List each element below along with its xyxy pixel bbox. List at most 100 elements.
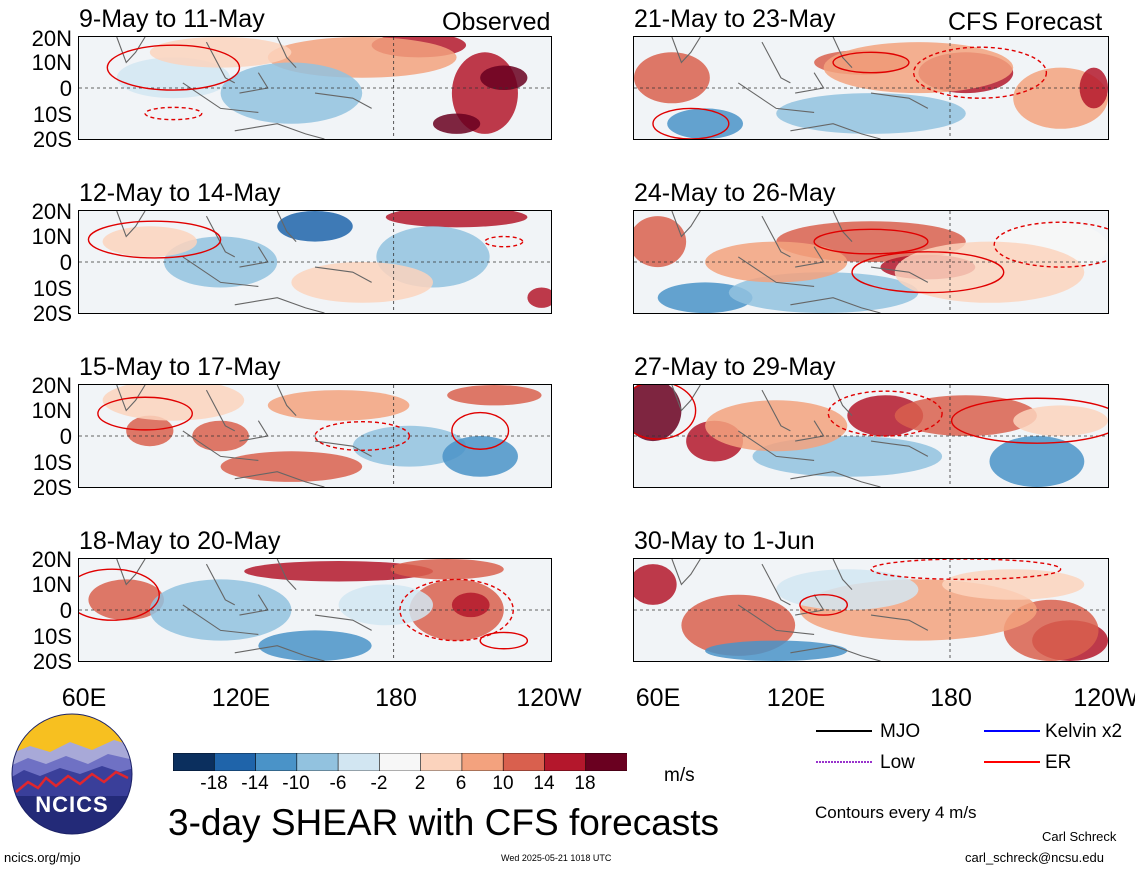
colorbar-swatch bbox=[255, 753, 298, 771]
panel-title: 27-May to 29-May bbox=[634, 353, 836, 381]
shear-anomaly-region bbox=[102, 226, 197, 257]
shear-anomaly-region bbox=[433, 113, 481, 134]
er-contour bbox=[451, 411, 510, 450]
shear-anomaly-region bbox=[390, 559, 504, 580]
er-contour bbox=[827, 390, 943, 437]
colorbar-tick-label: 2 bbox=[414, 773, 426, 794]
lat-label: 0 bbox=[59, 424, 72, 449]
map-panel-forecast-1 bbox=[633, 36, 1109, 140]
colorbar-tick-label: 14 bbox=[533, 773, 555, 794]
coastline bbox=[671, 385, 929, 487]
footer-email: carl_schreck@ncsu.edu bbox=[965, 850, 1104, 865]
colorbar-swatch bbox=[585, 753, 627, 771]
lon-label: 180 bbox=[375, 684, 417, 712]
lat-label: 10S bbox=[32, 624, 72, 649]
legend-line-er bbox=[984, 761, 1040, 763]
er-contour bbox=[993, 221, 1108, 268]
shear-anomaly-region bbox=[776, 569, 919, 610]
colorbar-swatch bbox=[337, 753, 381, 771]
shear-anomaly-region bbox=[277, 211, 353, 242]
panel-title: 9-May to 11-May bbox=[79, 5, 265, 33]
map-panel-forecast-4 bbox=[633, 558, 1109, 662]
shear-anomaly-region bbox=[705, 241, 848, 283]
er-contour bbox=[912, 46, 1048, 99]
lat-label: 10S bbox=[32, 450, 72, 475]
shear-anomaly-region bbox=[634, 385, 682, 442]
panel-title: 30-May to 1-Jun bbox=[634, 527, 815, 555]
legend-line-mjo bbox=[816, 730, 872, 732]
lon-label: 120E bbox=[766, 684, 826, 712]
map-panel-forecast-2 bbox=[633, 210, 1109, 314]
er-contour bbox=[79, 568, 160, 621]
lat-label: 20S bbox=[32, 475, 72, 500]
panel-title: 24-May to 26-May bbox=[634, 179, 836, 207]
er-contour bbox=[484, 235, 524, 248]
er-contour bbox=[399, 578, 514, 642]
shear-anomaly-region bbox=[989, 436, 1085, 487]
shear-anomaly-region bbox=[451, 592, 490, 618]
lat-label: 10S bbox=[32, 276, 72, 301]
er-contour bbox=[479, 631, 529, 650]
lat-label: 10N bbox=[31, 398, 72, 423]
er-contour bbox=[314, 421, 411, 451]
colorbar-tick-label: -18 bbox=[200, 773, 228, 794]
lon-label: 120E bbox=[211, 684, 271, 712]
observed-label: Observed bbox=[442, 8, 551, 36]
lat-label: 20N bbox=[31, 199, 72, 224]
shear-anomaly-region bbox=[220, 62, 363, 124]
shear-anomaly-region bbox=[527, 287, 551, 308]
shear-anomaly-region bbox=[1079, 67, 1108, 109]
legend-label: Kelvin x2 bbox=[1045, 721, 1123, 742]
shear-anomaly-region bbox=[823, 42, 1014, 94]
shear-anomaly-region bbox=[447, 385, 542, 406]
panel-title: 12-May to 14-May bbox=[79, 179, 281, 207]
shear-anomaly-region bbox=[258, 630, 372, 661]
footer-author: Carl Schreck bbox=[1042, 829, 1117, 844]
legend-label: Low bbox=[880, 752, 915, 773]
ncics-logo: NCICS bbox=[10, 712, 134, 836]
lon-label: 60E bbox=[635, 684, 681, 712]
lat-label: 10S bbox=[32, 102, 72, 127]
lat-label: 0 bbox=[59, 250, 72, 275]
shear-anomaly-region bbox=[149, 579, 292, 641]
lat-label: 20S bbox=[32, 127, 72, 152]
lon-label: 180 bbox=[930, 684, 972, 712]
er-contour bbox=[851, 251, 1005, 294]
shear-anomaly-region bbox=[776, 93, 966, 134]
er-contour bbox=[87, 220, 222, 259]
shear-anomaly-region bbox=[163, 236, 278, 288]
lon-label: 120W bbox=[516, 684, 582, 712]
lat-label: 10N bbox=[31, 50, 72, 75]
coastline bbox=[671, 559, 929, 661]
colorbar-tick-label: -2 bbox=[370, 773, 388, 794]
lat-label: 10N bbox=[31, 572, 72, 597]
shear-anomaly-region bbox=[705, 400, 848, 452]
forecast-label: CFS Forecast bbox=[948, 8, 1103, 36]
map-panel-forecast-3 bbox=[633, 384, 1109, 488]
shear-anomaly-region bbox=[847, 395, 924, 436]
colorbar-tick-label: 10 bbox=[492, 773, 514, 794]
shear-anomaly-region bbox=[267, 390, 410, 421]
lat-label: 20N bbox=[31, 547, 72, 572]
shear-anomaly-region bbox=[894, 241, 1085, 303]
shear-anomaly-region bbox=[894, 395, 1037, 436]
map-panel-observed-2 bbox=[78, 210, 552, 314]
footer-timestamp: Wed 2025-05-21 1018 UTC bbox=[501, 853, 612, 863]
shear-anomaly-region bbox=[667, 108, 744, 139]
shear-anomaly-region bbox=[634, 216, 687, 268]
lat-label: 20N bbox=[31, 26, 72, 51]
shear-anomaly-region bbox=[126, 415, 174, 447]
coastline bbox=[671, 211, 929, 313]
er-contour bbox=[634, 385, 697, 440]
shear-anomaly-region bbox=[220, 451, 363, 482]
shear-anomaly-region bbox=[634, 52, 710, 104]
colorbar-swatch bbox=[213, 753, 257, 771]
colorbar-tick-label: 6 bbox=[455, 773, 467, 794]
map-panel-observed-1 bbox=[78, 36, 552, 140]
lat-label: 0 bbox=[59, 598, 72, 623]
map-panel-observed-3 bbox=[78, 384, 552, 488]
er-contour bbox=[144, 106, 203, 121]
shear-anomaly-region bbox=[1013, 405, 1108, 436]
lat-label: 20N bbox=[31, 373, 72, 398]
shear-anomaly-region bbox=[291, 262, 433, 303]
